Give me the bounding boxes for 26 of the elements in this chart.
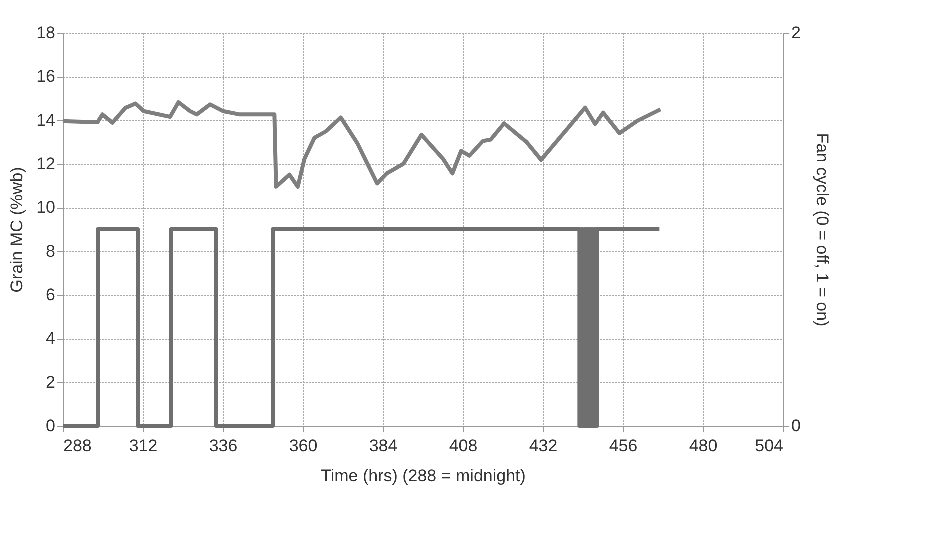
y2-tick-label: 0 — [792, 416, 801, 436]
x-tick-label: 504 — [755, 436, 784, 456]
y-tick-label: 2 — [46, 372, 56, 392]
x-tick-label: 360 — [289, 436, 318, 456]
y2-axis-title: Fan cycle (0 = off, 1 = on) — [812, 133, 832, 327]
y-tick-label: 6 — [46, 286, 56, 304]
x-tick-label: 456 — [609, 436, 638, 456]
x-tick-label: 408 — [449, 436, 478, 456]
x-tick-label: 336 — [209, 436, 238, 456]
line-series — [61, 100, 663, 189]
x-tick-label: 384 — [369, 436, 398, 456]
y-tick-label: 18 — [36, 24, 56, 42]
x-tick-label: 432 — [529, 436, 558, 456]
x-tick-label: 312 — [129, 436, 158, 456]
y-tick-label: 12 — [36, 154, 56, 174]
x-tick-label: 480 — [689, 436, 718, 456]
y-tick-label: 14 — [36, 110, 56, 130]
y-tick-label: 0 — [46, 416, 56, 436]
y-tick-label: 16 — [36, 67, 56, 86]
y-tick-label: 8 — [46, 242, 56, 261]
x-tick-label: 288 — [64, 436, 92, 456]
y-axis-title: Grain MC (%wb) — [8, 167, 27, 293]
y2-tick-label: 2 — [792, 24, 801, 42]
y-tick-label: 10 — [36, 198, 56, 218]
y-tick-label: 4 — [46, 329, 56, 348]
x-axis-title: Time (hrs) (288 = midnight) — [321, 466, 526, 486]
